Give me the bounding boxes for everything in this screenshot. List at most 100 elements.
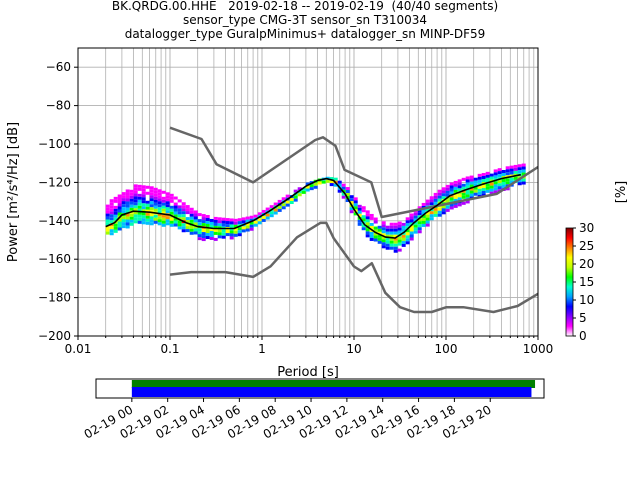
psd-density-cell xyxy=(405,217,410,221)
figure-title-line-1: BK.QRDG.00.HHE 2019-02-18 -- 2019-02-19 … xyxy=(111,0,499,13)
psd-density-cell xyxy=(265,216,270,220)
psd-density-cell xyxy=(233,230,238,234)
psd-density-cell xyxy=(205,221,210,225)
psd-density-cell xyxy=(305,182,310,186)
psd-density-cell xyxy=(441,211,446,215)
psd-density-cell xyxy=(349,210,354,214)
colorbar: 0 5 10 15 20 25 30 [%] xyxy=(565,181,629,343)
psd-density-cell xyxy=(385,228,390,232)
psd-density-cell xyxy=(369,216,374,220)
psd-density-cell xyxy=(113,217,118,221)
psd-density-cell xyxy=(129,192,134,196)
psd-density-cell xyxy=(433,210,438,214)
psd-density-cell xyxy=(125,201,130,205)
psd-density-cell xyxy=(245,228,250,232)
psd-density-cell xyxy=(141,200,146,204)
psd-density-cell xyxy=(381,230,386,234)
psd-density-cell xyxy=(173,205,178,209)
psd-density-cell xyxy=(377,237,382,241)
psd-density-cell xyxy=(521,166,526,170)
psd-density-cell xyxy=(497,186,502,190)
psd-density-cell xyxy=(117,203,122,207)
psd-density-cell xyxy=(161,214,166,218)
psd-density-cell xyxy=(109,220,114,224)
psd-density-cell xyxy=(429,211,434,215)
psd-density-cell xyxy=(229,233,234,237)
psd-density-cell xyxy=(157,192,162,196)
psd-density-cell xyxy=(465,179,470,183)
psd-density-cell xyxy=(157,222,162,226)
psd-density-cell xyxy=(221,232,226,236)
psd-density-cell xyxy=(249,221,254,225)
psd-density-cell xyxy=(213,216,218,220)
psd-density-cell xyxy=(441,190,446,194)
psd-density-cell xyxy=(469,181,474,185)
psd-density-cell xyxy=(357,207,362,211)
psd-density-cell xyxy=(125,222,130,226)
psd-density-cell xyxy=(457,179,462,183)
psd-density-cell xyxy=(441,205,446,209)
psd-density-cell xyxy=(157,213,162,217)
psd-density-cell xyxy=(185,220,190,224)
psd-density-cell xyxy=(261,218,266,222)
psd-density-cell xyxy=(121,225,126,229)
psd-density-cell xyxy=(485,177,490,181)
psd-density-cell xyxy=(393,249,398,253)
psd-density-cell xyxy=(245,219,250,223)
psd-density-cell xyxy=(405,235,410,239)
psd-density-cell xyxy=(181,223,186,227)
psd-density-cell xyxy=(445,184,450,188)
psd-density-cell xyxy=(153,187,158,191)
psd-density-cell xyxy=(245,222,250,226)
psd-density-cell xyxy=(389,237,394,241)
psd-density-cell xyxy=(129,198,134,202)
psd-density-cell xyxy=(269,214,274,218)
psd-density-cell xyxy=(437,195,442,199)
psd-density-cell xyxy=(425,208,430,212)
high-noise-model-line xyxy=(169,126,538,219)
psd-density-cell xyxy=(305,188,310,192)
psd-density-cell xyxy=(201,238,206,242)
psd-density-cell xyxy=(269,211,274,215)
psd-density-cell xyxy=(169,208,174,212)
psd-density-cell xyxy=(233,224,238,228)
psd-density-cell xyxy=(361,215,366,219)
psd-density-cell xyxy=(481,172,486,176)
psd-density-cell xyxy=(397,230,402,234)
y-tick-label: −120 xyxy=(38,175,71,189)
psd-density-cell xyxy=(149,222,154,226)
psd-density-cell xyxy=(369,234,374,238)
y-tick-label: −200 xyxy=(38,329,71,343)
psd-density-cell xyxy=(141,215,146,219)
psd-density-cell xyxy=(293,189,298,193)
psd-density-cell xyxy=(185,208,190,212)
psd-density-cell xyxy=(257,212,262,216)
psd-density-cell xyxy=(469,184,474,188)
psd-density-cell xyxy=(109,232,114,236)
psd-density-cell xyxy=(497,174,502,178)
psd-density-cell xyxy=(189,231,194,235)
psd-density-cell xyxy=(205,236,210,240)
psd-density-cell xyxy=(493,175,498,179)
psd-density-cell xyxy=(125,207,130,211)
psd-density-cell xyxy=(497,183,502,187)
psd-density-cell xyxy=(165,192,170,196)
psd-density-cell xyxy=(405,220,410,224)
psd-density-cell xyxy=(485,174,490,178)
psd-density-cell xyxy=(209,236,214,240)
colorbar-tick-label: 25 xyxy=(579,239,594,253)
psd-density-cell xyxy=(205,224,210,228)
psd-density-cell xyxy=(165,222,170,226)
psd-density-cell xyxy=(313,182,318,186)
psd-density-cell xyxy=(389,243,394,247)
psd-density-cell xyxy=(457,188,462,192)
psd-density-cell xyxy=(425,220,430,224)
psd-density-cell xyxy=(113,208,118,212)
psd-density-cell xyxy=(437,207,442,211)
psd-density-cell xyxy=(105,207,110,211)
psd-density-cell xyxy=(437,189,442,193)
psd-density-cell xyxy=(345,187,350,191)
psd-density-cell xyxy=(397,221,402,225)
psd-density-cell xyxy=(517,170,522,174)
psd-density-cell xyxy=(133,199,138,203)
